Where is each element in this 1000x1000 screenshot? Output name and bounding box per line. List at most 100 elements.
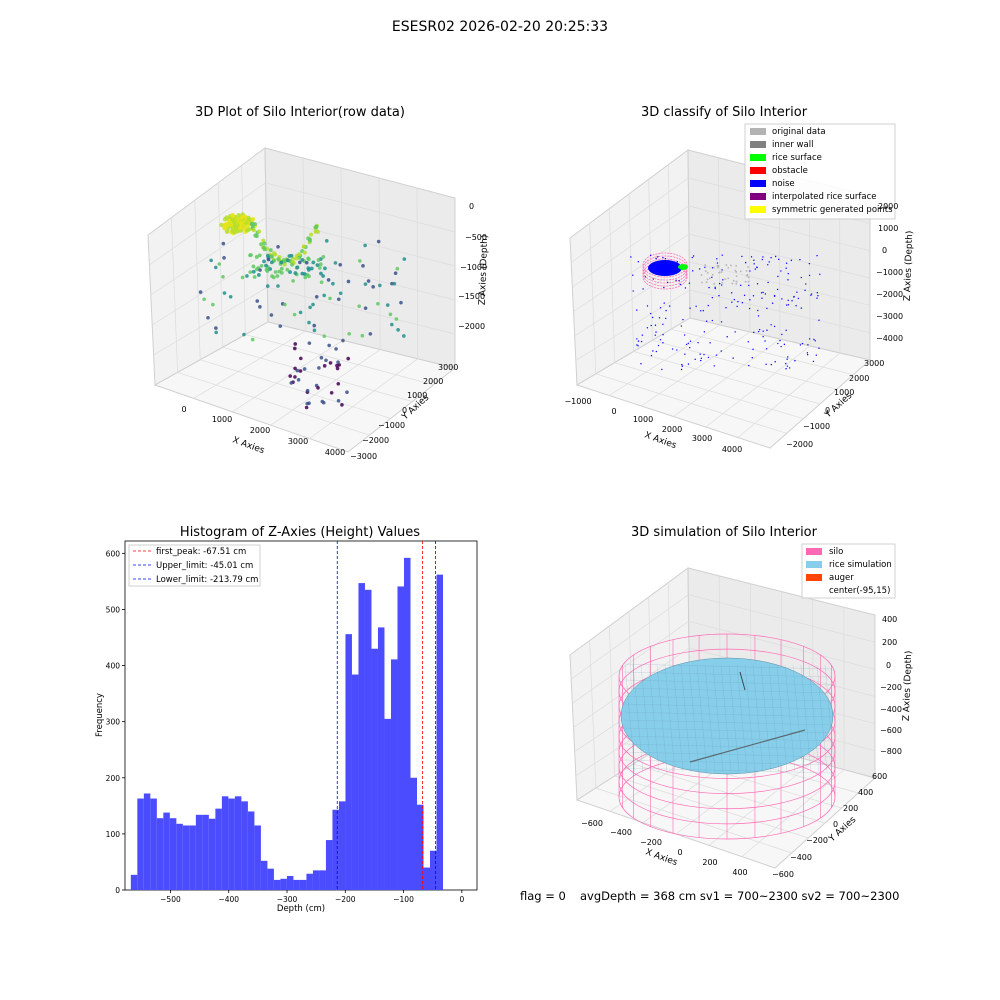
histogram-bar (137, 798, 144, 890)
raw-point (322, 364, 327, 368)
raw-point (328, 361, 333, 365)
raw-point (363, 306, 368, 310)
classify-original-point (701, 281, 703, 284)
sim-ztick: −200 (880, 683, 902, 692)
classify-noise-point (771, 302, 774, 304)
classify-z-label: Z Axies (Depth) (903, 231, 915, 302)
grid-line (232, 340, 343, 413)
classify-noise-point (650, 324, 652, 327)
classify-noise-point (644, 276, 647, 278)
classify-noise-point (790, 259, 793, 262)
simulation-x-label: X Axies (644, 847, 679, 868)
simulation-y-label: Y Axies (827, 815, 859, 845)
raw-point (298, 369, 303, 373)
simulation-y-ticks: 600 400 200 0 −200 −400 −600 (772, 772, 887, 879)
panel-simulation: 3D simulation of Silo Interior silo rice… (520, 525, 914, 903)
raw-point (224, 229, 230, 234)
raw-ytick: 3000 (438, 363, 458, 372)
legend-label-first-peak: first_peak: -67.51 cm (156, 547, 246, 557)
legend-label-noise: noise (772, 179, 795, 189)
histogram-bar (150, 798, 157, 890)
legend-label-interpolated: interpolated rice surface (772, 192, 877, 202)
classify-noise-point (680, 325, 683, 327)
classify-noise-point (786, 304, 788, 306)
classify-original-point (713, 283, 716, 285)
classify-noise-point (787, 272, 789, 275)
sim-xtick: −600 (581, 819, 603, 828)
grid-line (575, 289, 690, 361)
classify-noise-point (819, 273, 821, 276)
classify-noise-point (804, 289, 806, 292)
classify-noise-point (722, 279, 724, 281)
classify-noise-point (676, 260, 678, 263)
histogram-bar (176, 823, 183, 890)
histogram-bar (130, 874, 138, 890)
classify-noise-point (737, 300, 739, 303)
classify-noise-point (700, 359, 702, 362)
raw-point (396, 328, 400, 332)
classify-noise-point (787, 356, 789, 358)
raw-point (251, 264, 256, 269)
classify-noise-point (753, 263, 755, 265)
classify-noise-point (751, 357, 753, 359)
classify-ytick: −1000 (803, 422, 830, 431)
histogram-legend: first_peak: -67.51 cm Upper_limit: -45.0… (128, 544, 261, 587)
grid-line (378, 177, 381, 350)
classify-noise-point (743, 294, 746, 297)
histogram-bar (267, 868, 274, 890)
histogram-bar (195, 814, 203, 890)
classify-noise-point (785, 267, 787, 269)
classify-legend: original data inner wall rice surface ob… (744, 123, 896, 220)
raw-point (366, 279, 371, 283)
classify-original-point (724, 278, 727, 280)
raw-ztick: −2000 (458, 322, 485, 331)
sim-ytick: 600 (872, 772, 887, 781)
raw-point (221, 241, 226, 246)
raw-point (307, 320, 311, 325)
classify-noise-point (720, 284, 723, 286)
classify-noise-point (653, 270, 656, 272)
raw-point (227, 218, 232, 224)
raw-z-label: Z Axies (Depth) (478, 235, 490, 306)
classify-noise-point (679, 283, 682, 286)
raw-point (314, 295, 319, 299)
raw-point (306, 257, 311, 262)
classify-noise-point (726, 336, 728, 338)
classify-noise-point (817, 295, 819, 297)
classify-noise-point (704, 266, 706, 269)
raw-point (363, 243, 367, 248)
raw-point (257, 253, 262, 258)
histogram-y-ticks: 0 100 200 300 400 500 600 (106, 549, 125, 895)
grid-line (266, 217, 456, 267)
raw-point (388, 312, 393, 317)
classify-noise-point (781, 333, 783, 336)
raw-point (285, 267, 290, 272)
classify-noise-point (664, 257, 667, 260)
raw-point (319, 271, 323, 276)
classify-noise-point (685, 343, 688, 346)
grid-line (265, 182, 456, 233)
classify-noise-point (762, 330, 764, 332)
raw-point (302, 250, 307, 255)
classify-noise-point (660, 269, 662, 271)
raw-point (268, 248, 273, 253)
raw-point (326, 278, 331, 282)
histogram-bar (436, 574, 444, 890)
raw-point (402, 257, 407, 261)
grid-line (177, 372, 370, 436)
classify-noise-point (708, 286, 710, 289)
rice-mesh-line (623, 711, 833, 718)
raw-point (222, 291, 227, 295)
classify-noise-point (725, 307, 727, 309)
classify-noise-point (650, 354, 653, 357)
classify-noise-point (637, 345, 639, 347)
raw-point (291, 279, 295, 283)
raw-point (338, 291, 343, 296)
classify-noise-point (818, 319, 820, 321)
raw-point (288, 270, 292, 274)
classify-noise-point (649, 254, 652, 257)
raw-point (317, 366, 321, 370)
classify-noise-point (773, 325, 776, 328)
raw-point (276, 257, 281, 262)
legend-swatch-auger (806, 574, 822, 581)
